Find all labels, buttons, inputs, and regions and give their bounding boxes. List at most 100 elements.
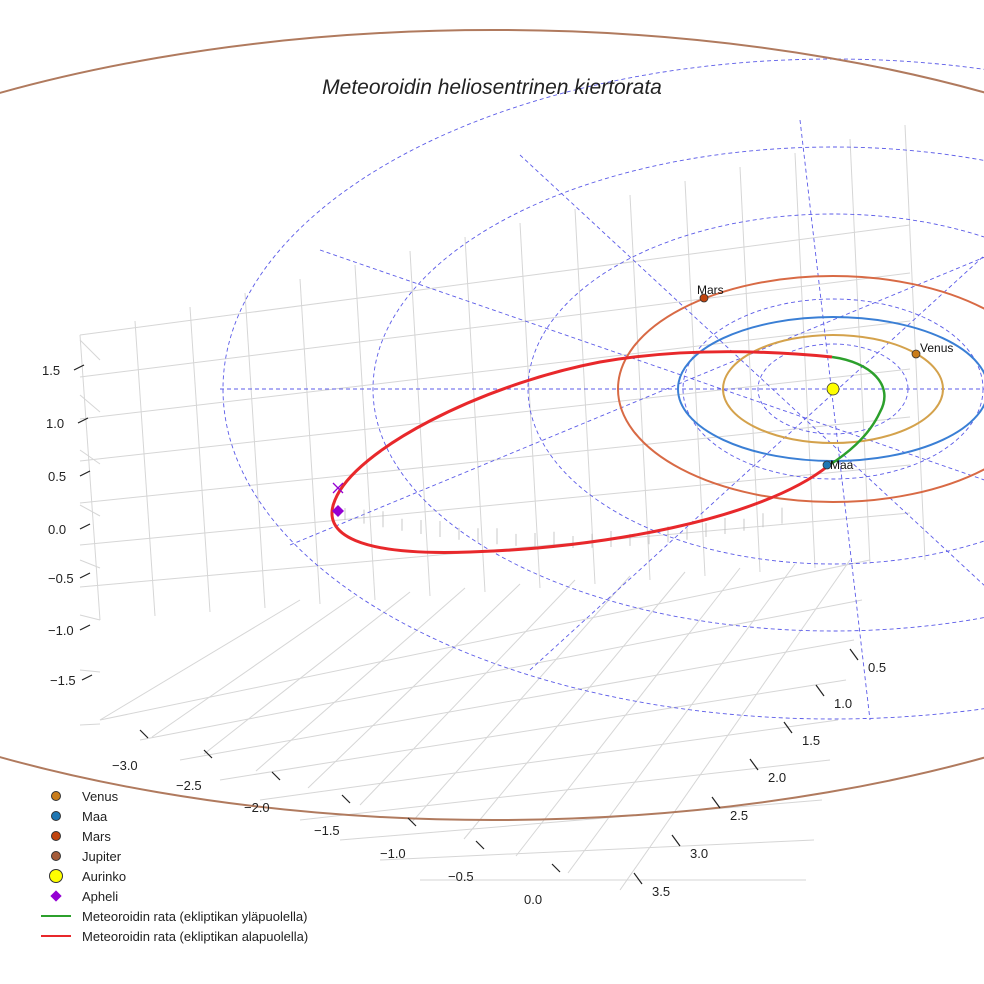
x-tick-label: 0.0 — [524, 892, 542, 907]
grid-line — [79, 416, 911, 504]
ecliptic-spoke — [519, 154, 984, 586]
chart-title: Meteoroidin heliosentrinen kiertorata — [322, 76, 662, 99]
legend-label: Apheli — [82, 888, 119, 904]
legend-label: Meteoroidin rata (ekliptikan yläpuolella… — [82, 908, 308, 924]
legend-label: Maa — [82, 808, 108, 824]
x-tick-label: −1.5 — [314, 823, 340, 838]
x-tick-mark — [139, 729, 149, 739]
x-tick-label: −0.5 — [448, 869, 474, 884]
grid-line — [904, 124, 926, 561]
z-tick-label: −0.5 — [48, 571, 74, 586]
z-tick-label: 0.0 — [48, 522, 66, 537]
grid-line — [255, 587, 466, 772]
grid-line — [203, 591, 411, 755]
z-tick-mark — [79, 624, 91, 631]
x-tick-label: −3.0 — [112, 758, 138, 773]
x-tick-mark — [271, 771, 281, 781]
legend-item: Apheli — [40, 886, 308, 906]
grid-line — [359, 579, 576, 806]
grid-line — [79, 504, 101, 517]
z-tick-mark — [81, 674, 93, 681]
grid-line — [794, 152, 816, 569]
x-tick-mark — [407, 817, 417, 827]
grid-line — [79, 272, 911, 378]
legend-symbol-icon — [40, 906, 72, 926]
legend-label: Meteoroidin rata (ekliptikan alapuolella… — [82, 928, 309, 944]
grid-line — [189, 306, 211, 613]
orbit-venus — [722, 334, 944, 444]
y-tick-label: 3.5 — [652, 884, 670, 899]
aphelion-projection-marker — [332, 482, 344, 494]
y-tick-label: 2.0 — [768, 770, 786, 785]
z-tick-mark — [77, 417, 89, 424]
legend-item: Meteoroidin rata (ekliptikan yläpuolella… — [40, 906, 308, 926]
legend-label: Mars — [82, 828, 111, 844]
y-tick-mark — [783, 721, 793, 734]
grid-line — [849, 138, 871, 565]
grid-line — [79, 669, 101, 673]
legend-item: Aurinko — [40, 866, 308, 886]
grid-line — [151, 595, 356, 738]
y-tick-mark — [815, 684, 825, 697]
x-tick-label: −2.0 — [244, 800, 270, 815]
grid-line — [739, 166, 761, 573]
legend-item: Jupiter — [40, 846, 308, 866]
legend-label: Jupiter — [82, 848, 122, 864]
legend-item: Mars — [40, 826, 308, 846]
legend-item: Venus — [40, 786, 308, 806]
grid-line — [99, 599, 301, 721]
grid-line — [139, 599, 863, 741]
grid-line — [79, 320, 911, 420]
y-tick-mark — [671, 834, 681, 847]
grid-line — [515, 567, 741, 857]
grid-line — [464, 236, 486, 593]
grid-line — [567, 563, 796, 874]
z-tick-mark — [79, 470, 91, 477]
grid-line — [79, 224, 911, 336]
planet-orbits — [0, 29, 984, 821]
aphelion-marker — [332, 505, 344, 517]
x-tick-mark — [203, 749, 213, 759]
z-tick-mark — [73, 364, 85, 371]
y-tick-label: 0.5 — [868, 660, 886, 675]
grid-line — [411, 575, 631, 823]
ecliptic-spoke — [529, 255, 984, 671]
z-tick-label: 1.5 — [42, 363, 60, 378]
planet-venus — [911, 349, 921, 359]
legend-symbol-icon — [40, 806, 72, 826]
grid-line — [79, 449, 101, 465]
legend-symbol-icon — [40, 786, 72, 806]
orbit-jupiter — [0, 29, 984, 821]
grid-line — [99, 559, 871, 721]
sun-marker — [826, 382, 840, 396]
y-tick-mark — [633, 872, 643, 885]
grid-line — [629, 194, 651, 581]
meteoroid-orbit — [330, 350, 886, 554]
z-tick-label: 1.0 — [46, 416, 64, 431]
grid-line — [179, 639, 855, 761]
legend-symbol-icon — [40, 886, 72, 906]
y-tick-mark — [749, 758, 759, 771]
grid-line — [379, 839, 815, 861]
ecliptic-spoke — [319, 249, 984, 481]
meteoroid-orbit-below — [330, 350, 833, 554]
ecliptic-reference-grid — [220, 58, 984, 721]
y-tick-label: 1.0 — [834, 696, 852, 711]
grid-line — [684, 180, 706, 577]
grid-line — [79, 559, 101, 569]
grid-line — [79, 334, 101, 621]
z-tick-label: −1.5 — [50, 673, 76, 688]
grid-line — [219, 679, 847, 781]
z-tick-label: 0.5 — [48, 469, 66, 484]
legend: Venus Maa Mars Jupiter Aurinko Apheli Meteoroi… — [40, 786, 308, 946]
legend-item: Meteoroidin rata (ekliptikan alapuolella… — [40, 926, 308, 946]
grid-line — [79, 614, 101, 621]
legend-symbol-icon — [40, 826, 72, 846]
z-tick-label: −1.0 — [48, 623, 74, 638]
planet-mars — [699, 293, 709, 303]
ecliptic-spoke — [799, 119, 871, 721]
grid-line — [299, 278, 321, 605]
y-tick-label: 1.5 — [802, 733, 820, 748]
x-tick-label: −1.0 — [380, 846, 406, 861]
